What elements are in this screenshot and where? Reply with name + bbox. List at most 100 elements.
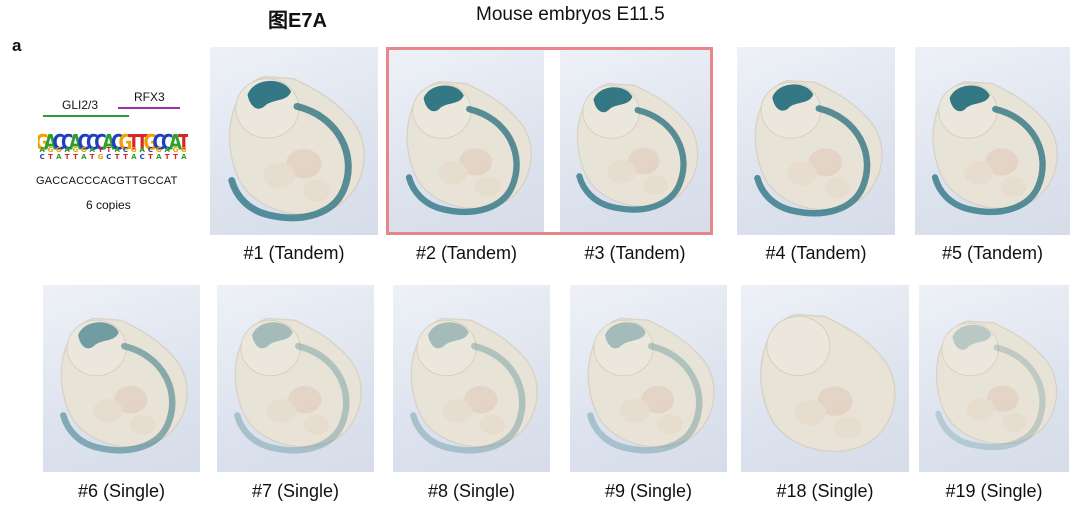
embryo-limb [787,161,817,186]
sequence-logo: GACAGTCGACATAGTCGACATCTGATCCATGCTTGATACG… [38,130,188,161]
logo-letter: G [38,130,49,155]
embryo-limb [607,160,636,184]
brain-stain [428,322,469,349]
logo-letter-minor: A [114,146,120,154]
embryo-limb [1000,176,1027,197]
brain-stain [605,322,646,349]
logo-letter-minor: G [181,146,187,154]
caption-embryo-6: #6 (Single) [77,481,166,501]
figure-title: 图E7A [268,10,327,32]
embryo-limb [438,161,468,185]
caption-embryo-5: #5 (Tandem) [941,243,1044,263]
logo-letter: A [169,130,182,155]
embryo-limb [966,397,995,421]
embryo-image-6 [43,285,200,472]
embryo-image-8 [393,285,550,472]
logo-letter-minor: T [173,153,178,161]
logo-letter: C [111,130,123,155]
logo-letter: G [144,130,158,155]
brain-stain [593,87,633,113]
motif-sequence: GACCACCCACGTTGCCAT [36,175,178,187]
embryo-image-7 [217,285,374,472]
embryo-limb [619,398,650,423]
panel-letter: a [12,36,22,55]
embryo-heart [627,148,660,175]
embryo-image-1 [210,47,378,235]
logo-letter-minor: G [48,146,54,154]
embryo-limb [642,175,668,195]
motif-copies: 6 copies [86,198,131,212]
logo-letter: A [69,130,82,155]
logo-letter-minor: A [39,146,45,154]
embryo-limb [1001,412,1027,433]
caption-embryo-4: #4 (Tandem) [765,243,867,263]
logo-letter-minor: G [173,146,179,154]
logo-letter-minor: C [140,153,145,161]
neural-tube-stain [410,342,526,454]
logo-letter-minor: T [98,146,103,154]
embryo-limb [92,398,123,423]
logo-letter: T [128,130,140,155]
logo-letter-minor: G [73,146,79,154]
embryo-heart [808,148,843,177]
neural-tube-stain [754,105,871,217]
caption-embryo-19: #19 (Single) [945,481,1043,501]
embryo-limb [479,414,506,435]
embryo-head [416,319,477,377]
logo-letter: C [53,130,65,155]
caption-embryo-3: #3 (Tandem) [584,243,686,263]
logo-letter-minor: C [106,153,111,161]
embryo-limb [442,398,473,423]
embryo-limb [824,177,851,198]
caption-embryo-9: #9 (Single) [604,481,693,501]
brain-stain [949,85,990,112]
embryo-heart [286,148,322,179]
embryo-limb [266,398,297,423]
neural-tube-stain [587,342,703,454]
logo-letter-minor: C [40,153,45,161]
neural-tube-stain [935,344,1046,451]
logo-letter-minor: A [64,146,70,154]
embryo-limb [964,161,994,185]
logo-letter: C [78,130,90,155]
embryo-limb [303,414,330,435]
logo-letter-minor: T [106,146,111,154]
caption-embryo-7: #7 (Single) [251,481,340,501]
logo-letter-minor: A [89,146,95,154]
logo-letter-minor: T [90,153,95,161]
embryo-heart [641,385,675,414]
logo-letter-minor: T [65,153,70,161]
embryo-limb [794,400,826,426]
neural-tube-stain [60,342,176,454]
embryo-image-3 [560,50,710,232]
embryo-heart [459,148,493,176]
logo-letter-minor: A [81,153,87,161]
logo-letter-minor: A [156,153,162,161]
embryo-heart [288,385,322,414]
logo-letter: G [119,130,133,155]
logo-letter: T [178,130,188,155]
embryo-heart [985,148,1019,176]
caption-embryo-18: #18 (Single) [776,481,874,501]
embryo-image-9 [570,285,727,472]
embryo-heart [817,386,853,416]
embryo-image-19 [919,285,1069,472]
logo-letter: C [161,130,173,155]
logo-letter-minor: A [139,146,145,154]
logo-letter-minor: G [131,146,137,154]
logo-letter-minor: T [123,153,128,161]
embryo-heart [114,385,148,414]
embryo-image-5 [915,47,1070,235]
embryo-head [766,316,831,377]
neural-tube-stain [405,105,520,216]
embryo-heart [986,385,1019,413]
brain-stain [423,85,464,112]
logo-letter: C [86,130,98,155]
highlight-box [386,47,713,235]
neural-tube-stain [228,102,352,222]
neural-tube-stain [931,105,1046,216]
caption-embryo-2: #2 (Tandem) [415,243,518,263]
embryo-limb [833,416,862,439]
neural-tube-stain [576,107,687,213]
logo-letter-minor: G [98,153,104,161]
